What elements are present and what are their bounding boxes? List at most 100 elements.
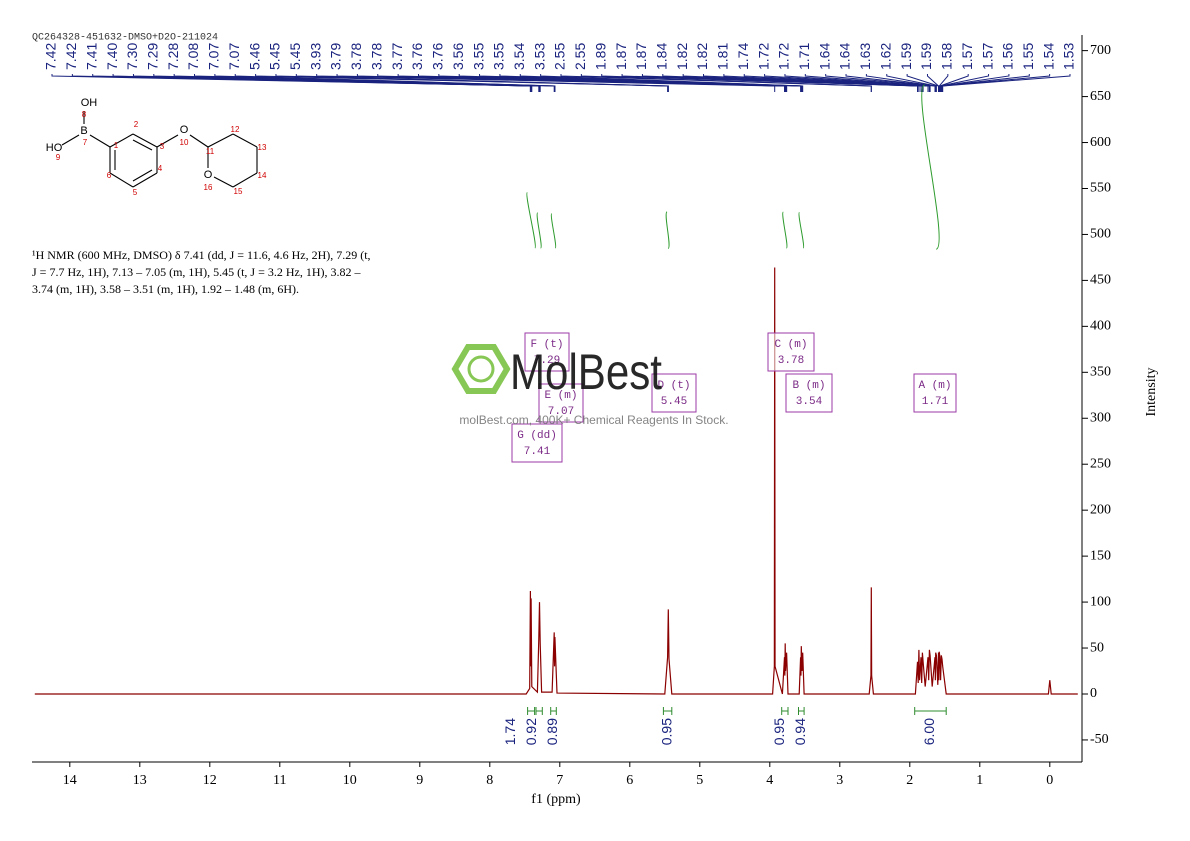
peak-label: 7.42 bbox=[43, 43, 59, 70]
y-tick-label: -50 bbox=[1090, 732, 1109, 747]
peak-label: 1.81 bbox=[715, 43, 731, 70]
peak-leader bbox=[926, 74, 939, 92]
peak-label: 3.76 bbox=[409, 43, 425, 70]
sample-id: QC264328-451632-DMSO+D2O-211024 bbox=[32, 33, 218, 44]
x-tick-label: 10 bbox=[343, 773, 357, 788]
structure: OH 8 B 7 HO 9 1 2 3 4 5 6 O 10 11 12 13 … bbox=[46, 97, 267, 197]
peak-label: 1.84 bbox=[654, 43, 670, 70]
peak-label: 7.28 bbox=[165, 43, 181, 70]
integral-curve bbox=[798, 211, 805, 249]
atom: B bbox=[80, 125, 87, 137]
peak-leader bbox=[940, 74, 1030, 92]
multiplet-shift: 3.78 bbox=[778, 355, 804, 367]
multiplet-box bbox=[767, 332, 815, 372]
integral-label: 0.94 bbox=[792, 718, 808, 745]
atom-number: 13 bbox=[258, 143, 267, 152]
y-tick-label: 550 bbox=[1090, 181, 1111, 196]
y-tick-label: 100 bbox=[1090, 594, 1111, 609]
atom-number: 3 bbox=[160, 142, 165, 151]
y-tick-label: 600 bbox=[1090, 135, 1111, 150]
multiplet-label: A (m) bbox=[918, 380, 951, 392]
multiplet-shift: 7.29 bbox=[534, 355, 560, 367]
peak-leader bbox=[939, 74, 990, 92]
integral-bracket bbox=[535, 707, 543, 715]
y-tick-label: 150 bbox=[1090, 548, 1111, 563]
y-tick-label: 0 bbox=[1090, 686, 1097, 701]
atom-number: 6 bbox=[107, 171, 112, 180]
peak-label: 3.77 bbox=[389, 43, 405, 70]
multiplet-shift: 7.41 bbox=[524, 446, 551, 458]
peak-label: 3.54 bbox=[511, 43, 527, 70]
peak-label: 7.07 bbox=[226, 43, 242, 70]
integral-label: 0.92 bbox=[523, 718, 539, 745]
peak-label: 1.62 bbox=[877, 43, 893, 70]
atom-number: 15 bbox=[234, 187, 243, 196]
multiplet-shift: 5.45 bbox=[661, 396, 687, 408]
peak-leader bbox=[295, 74, 669, 92]
x-tick-label: 0 bbox=[1046, 773, 1053, 788]
description-line: ¹H NMR (600 MHz, DMSO) δ 7.41 (dd, J = 1… bbox=[32, 248, 371, 262]
atom-number: 7 bbox=[83, 138, 88, 147]
multiplet-box bbox=[511, 423, 563, 463]
x-tick-label: 4 bbox=[766, 773, 773, 788]
peak-label: 3.55 bbox=[491, 43, 507, 70]
multiplet-shift: 7.07 bbox=[548, 406, 574, 418]
integral-curve bbox=[782, 211, 788, 249]
integral-bracket bbox=[914, 707, 947, 715]
multiplet-label: G (dd) bbox=[517, 430, 557, 442]
peak-label: 7.29 bbox=[145, 43, 161, 70]
x-tick-label: 13 bbox=[133, 773, 147, 788]
peak-label: 7.41 bbox=[83, 43, 99, 70]
peak-label: 1.56 bbox=[1000, 43, 1016, 70]
peak-label: 1.57 bbox=[959, 43, 975, 70]
atom: OH bbox=[81, 97, 98, 109]
x-tick-label: 2 bbox=[906, 773, 913, 788]
peak-label: 5.45 bbox=[267, 43, 283, 70]
peak-label: 7.08 bbox=[185, 43, 201, 70]
multiplet-box bbox=[538, 383, 584, 423]
x-tick-label: 1 bbox=[976, 773, 983, 788]
peak-label: 3.78 bbox=[368, 43, 384, 70]
peak-label: 3.55 bbox=[470, 43, 486, 70]
integral-bracket bbox=[527, 707, 536, 715]
peak-label: 1.82 bbox=[694, 43, 710, 70]
peak-label: 1.57 bbox=[979, 43, 995, 70]
multiplet-shift: 3.54 bbox=[796, 396, 823, 408]
peak-label: 1.53 bbox=[1061, 43, 1077, 70]
peak-label: 2.55 bbox=[552, 43, 568, 70]
atom: HO bbox=[46, 142, 63, 154]
x-tick-label: 3 bbox=[836, 773, 843, 788]
peak-label: 1.58 bbox=[939, 43, 955, 70]
atom-number: 1 bbox=[114, 141, 119, 150]
y-tick-label: 650 bbox=[1090, 89, 1111, 104]
peak-label: 7.42 bbox=[63, 43, 79, 70]
y-tick-label: 50 bbox=[1090, 640, 1104, 655]
brand: MolBest bbox=[510, 344, 662, 400]
y-tick-label: 400 bbox=[1090, 319, 1111, 334]
integral-bracket bbox=[662, 707, 673, 715]
tagline: molBest.com, 400K+ Chemical Reagents In … bbox=[459, 413, 728, 427]
x-tick-label: 12 bbox=[203, 773, 217, 788]
peak-label: 1.55 bbox=[1020, 43, 1036, 70]
peak-label: 1.72 bbox=[755, 43, 771, 70]
peak-leader bbox=[845, 74, 936, 92]
watermark: MolBest molBest.com, 400K+ Chemical Reage… bbox=[451, 344, 729, 427]
y-tick-label: 350 bbox=[1090, 365, 1111, 380]
atom-number: 12 bbox=[231, 125, 240, 134]
integral-bracket bbox=[798, 707, 805, 715]
y-tick-label: 250 bbox=[1090, 456, 1111, 471]
atom-number: 5 bbox=[133, 188, 138, 197]
y-tick-label: 200 bbox=[1090, 502, 1111, 517]
peak-leader bbox=[941, 74, 1051, 92]
multiplet-label: B (m) bbox=[792, 380, 825, 392]
multiplet-box bbox=[524, 332, 570, 372]
peak-label: 1.82 bbox=[674, 43, 690, 70]
peak-label: 7.07 bbox=[206, 43, 222, 70]
peak-label: 5.46 bbox=[246, 43, 262, 70]
atom-number: 4 bbox=[158, 164, 163, 173]
integral-curve bbox=[921, 84, 940, 250]
peak-label: 1.87 bbox=[633, 43, 649, 70]
peak-leader bbox=[784, 74, 930, 92]
y-tick-label: 300 bbox=[1090, 410, 1111, 425]
peak-leader bbox=[804, 74, 931, 92]
